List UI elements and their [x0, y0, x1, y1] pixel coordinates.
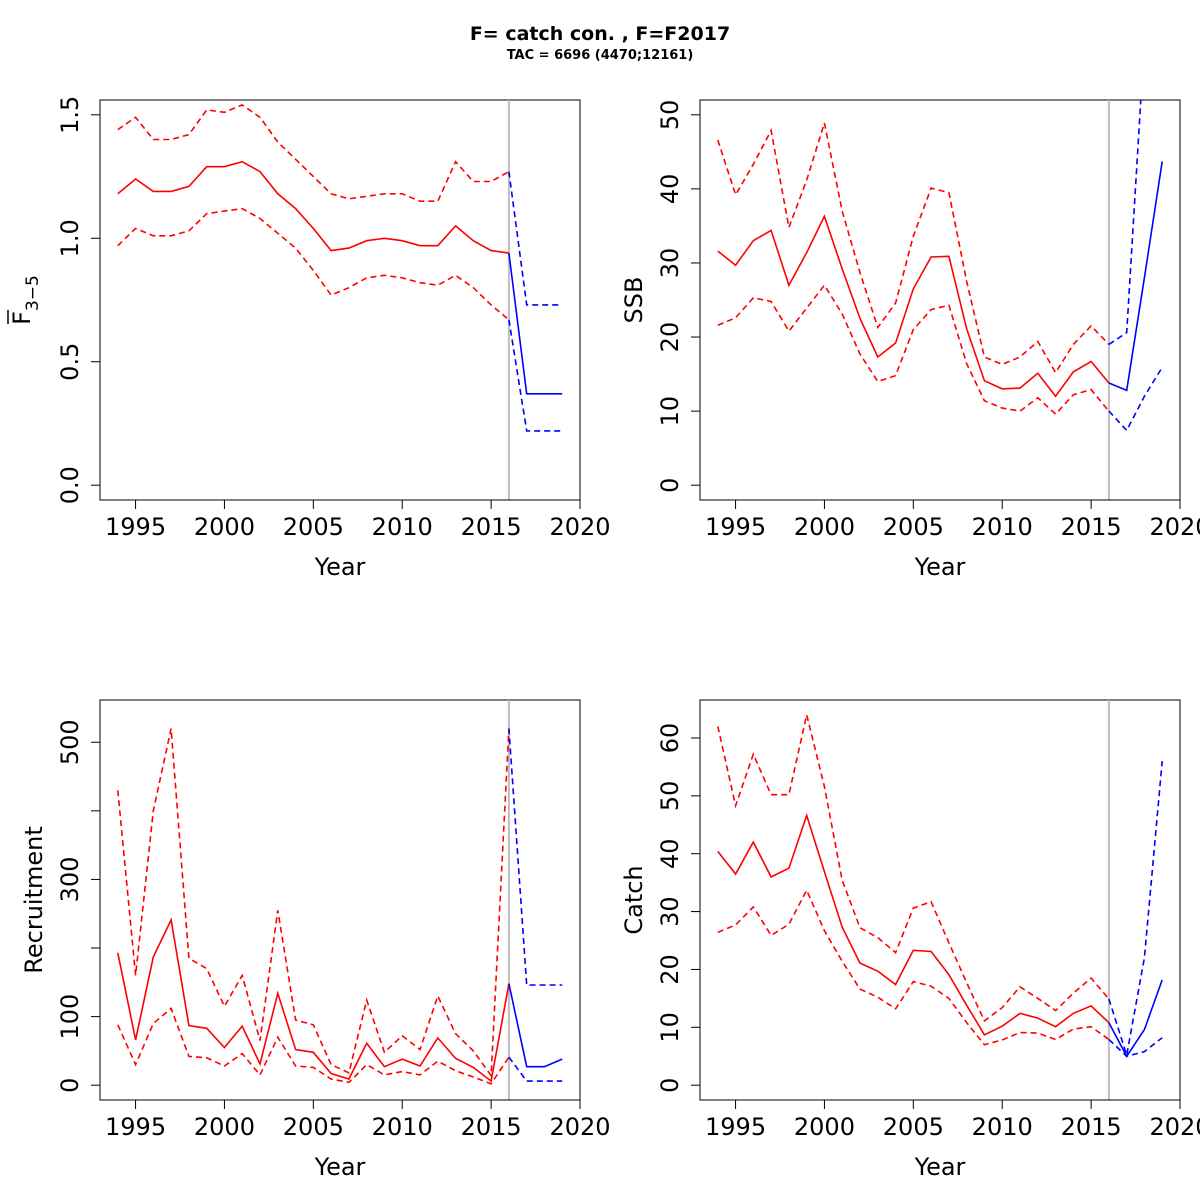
y-tick-label: 50 [656, 781, 684, 812]
y-tick-label: 40 [656, 174, 684, 205]
forecast-upper-line [1108, 761, 1163, 1056]
y-tick-label: 0 [656, 1078, 684, 1093]
x-axis: 1995 2000 2005 2010 2015 2020 [705, 499, 1200, 541]
x-axis: 1995 2000 2005 2010 2015 2020 [105, 499, 611, 541]
forecast-lower-line [1108, 1037, 1163, 1058]
forecast-estimate-line [508, 983, 563, 1068]
y-tick-label: 500 [56, 719, 84, 765]
y-axis-label-subscript: 3−5 [23, 275, 43, 311]
y-tick-label: 0 [656, 478, 684, 493]
x-tick-label: 1995 [705, 1113, 766, 1141]
y-tick-label: 0 [56, 1078, 84, 1093]
y-tick-label: 0.5 [56, 343, 84, 381]
historical-estimate-line [717, 214, 1110, 398]
y-tick-label: 20 [656, 322, 684, 353]
series-lines [717, 100, 1163, 432]
historical-lower-line [117, 207, 510, 321]
y-tick-label: 50 [656, 100, 684, 131]
x-tick-label: 1995 [705, 513, 766, 541]
y-axis-label-main: F [8, 311, 36, 325]
y-tick-label: 20 [656, 954, 684, 985]
y-tick-label: 10 [656, 1012, 684, 1043]
x-tick-label: 2020 [1149, 1113, 1200, 1141]
x-tick-label: 1995 [105, 513, 166, 541]
historical-lower-line [717, 888, 1110, 1046]
historical-estimate-line [717, 812, 1110, 1036]
x-tick-label: 2010 [372, 1113, 433, 1141]
panel-bottom-left: 1995 2000 2005 2010 2015 2020 Year 0 100 300 500 Re… [20, 699, 611, 1181]
x-tick-label: 2000 [194, 1113, 255, 1141]
x-tick-label: 2020 [549, 1113, 610, 1141]
historical-upper-line [117, 103, 510, 202]
panel-top-left: 1995 2000 2005 2010 2015 2020 Year 0.0 0.5 1.0 1.5… [7, 96, 611, 581]
x-tick-label: 2005 [283, 513, 344, 541]
y-axis: 0.0 0.5 1.0 1.5 [56, 96, 101, 504]
historical-lower-line [717, 283, 1110, 416]
x-tick-label: 2000 [794, 513, 855, 541]
series-lines [117, 728, 563, 1085]
x-tick-label: 1995 [105, 1113, 166, 1141]
forecast-lower-line [508, 1056, 563, 1082]
x-tick-label: 2005 [283, 1113, 344, 1141]
y-axis-label: SSB [620, 277, 648, 324]
y-tick-label: 10 [656, 396, 684, 427]
x-tick-label: 2000 [794, 1113, 855, 1141]
panels: 1995 2000 2005 2010 2015 2020Year0.00.51.01.5… [7, 96, 1200, 1181]
forecast-lower-line [508, 319, 563, 432]
x-axis: 1995 2000 2005 2010 2015 2020 [705, 1099, 1200, 1141]
x-axis: 1995 2000 2005 2010 2015 2020 [105, 1099, 611, 1141]
x-axis-label: Year [914, 1153, 966, 1181]
x-tick-label: 2005 [883, 1113, 944, 1141]
historical-estimate-line [117, 160, 510, 254]
panel-top-right: 1995 2000 2005 2010 2015 2020 Year 0 10 20 30 40 50 S… [620, 99, 1200, 581]
x-tick-label: 2015 [1061, 513, 1122, 541]
historical-estimate-line [117, 917, 510, 1083]
y-tick-label: 0.0 [56, 466, 84, 504]
y-tick-label: 1.0 [56, 219, 84, 257]
historical-lower-line [117, 1007, 510, 1085]
series-lines [717, 714, 1163, 1058]
y-tick-label: 100 [56, 994, 84, 1040]
x-tick-label: 2015 [461, 1113, 522, 1141]
x-tick-label: 2010 [972, 513, 1033, 541]
series-lines [117, 103, 563, 432]
y-axis: 0 10 20 30 40 50 [656, 100, 701, 493]
y-axis: 0 100 300 500 [56, 719, 101, 1093]
historical-upper-line [717, 714, 1110, 1023]
y-tick-label: 40 [656, 838, 684, 869]
figure-title: F= catch con. , F=F2017 [470, 23, 730, 45]
panel-bottom-right: 1995 2000 2005 2010 2015 2020 Year 0 10 20 30 40 50 6… [620, 699, 1200, 1181]
y-tick-label: 30 [656, 248, 684, 279]
y-tick-label: 60 [656, 723, 684, 754]
x-tick-label: 2020 [549, 513, 610, 541]
x-tick-label: 2020 [1149, 513, 1200, 541]
forecast-upper-line [508, 728, 563, 986]
y-tick-label: 300 [56, 857, 84, 903]
x-axis-label: Year [314, 1153, 366, 1181]
forecast-estimate-line [508, 252, 563, 395]
y-axis: 0 10 20 30 40 50 60 [656, 723, 701, 1093]
forecast-upper-line [508, 171, 563, 306]
x-tick-label: 2000 [194, 513, 255, 541]
x-tick-label: 2010 [972, 1113, 1033, 1141]
y-axis-label: F3−5 [8, 275, 43, 325]
y-tick-label: 30 [656, 896, 684, 927]
figure-subtitle: TAC = 6696 (4470;12161) [507, 48, 694, 63]
x-tick-label: 2015 [1061, 1113, 1122, 1141]
forecast-upper-line [1108, 100, 1142, 346]
x-tick-label: 2015 [461, 513, 522, 541]
historical-upper-line [717, 122, 1110, 375]
x-axis-label: Year [314, 553, 366, 581]
x-axis-label: Year [914, 553, 966, 581]
x-tick-label: 2010 [372, 513, 433, 541]
forecast-estimate-line [1108, 979, 1163, 1058]
forecast-estimate-line [1108, 161, 1163, 392]
historical-upper-line [117, 728, 510, 1078]
forecast-lower-line [1108, 366, 1163, 432]
x-tick-label: 2005 [883, 513, 944, 541]
y-axis-label: Recruitment [20, 826, 48, 973]
y-tick-label: 1.5 [56, 96, 84, 134]
y-axis-label: Catch [620, 865, 648, 934]
